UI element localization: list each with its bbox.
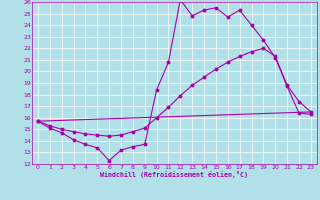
X-axis label: Windchill (Refroidissement éolien,°C): Windchill (Refroidissement éolien,°C)	[100, 171, 248, 178]
